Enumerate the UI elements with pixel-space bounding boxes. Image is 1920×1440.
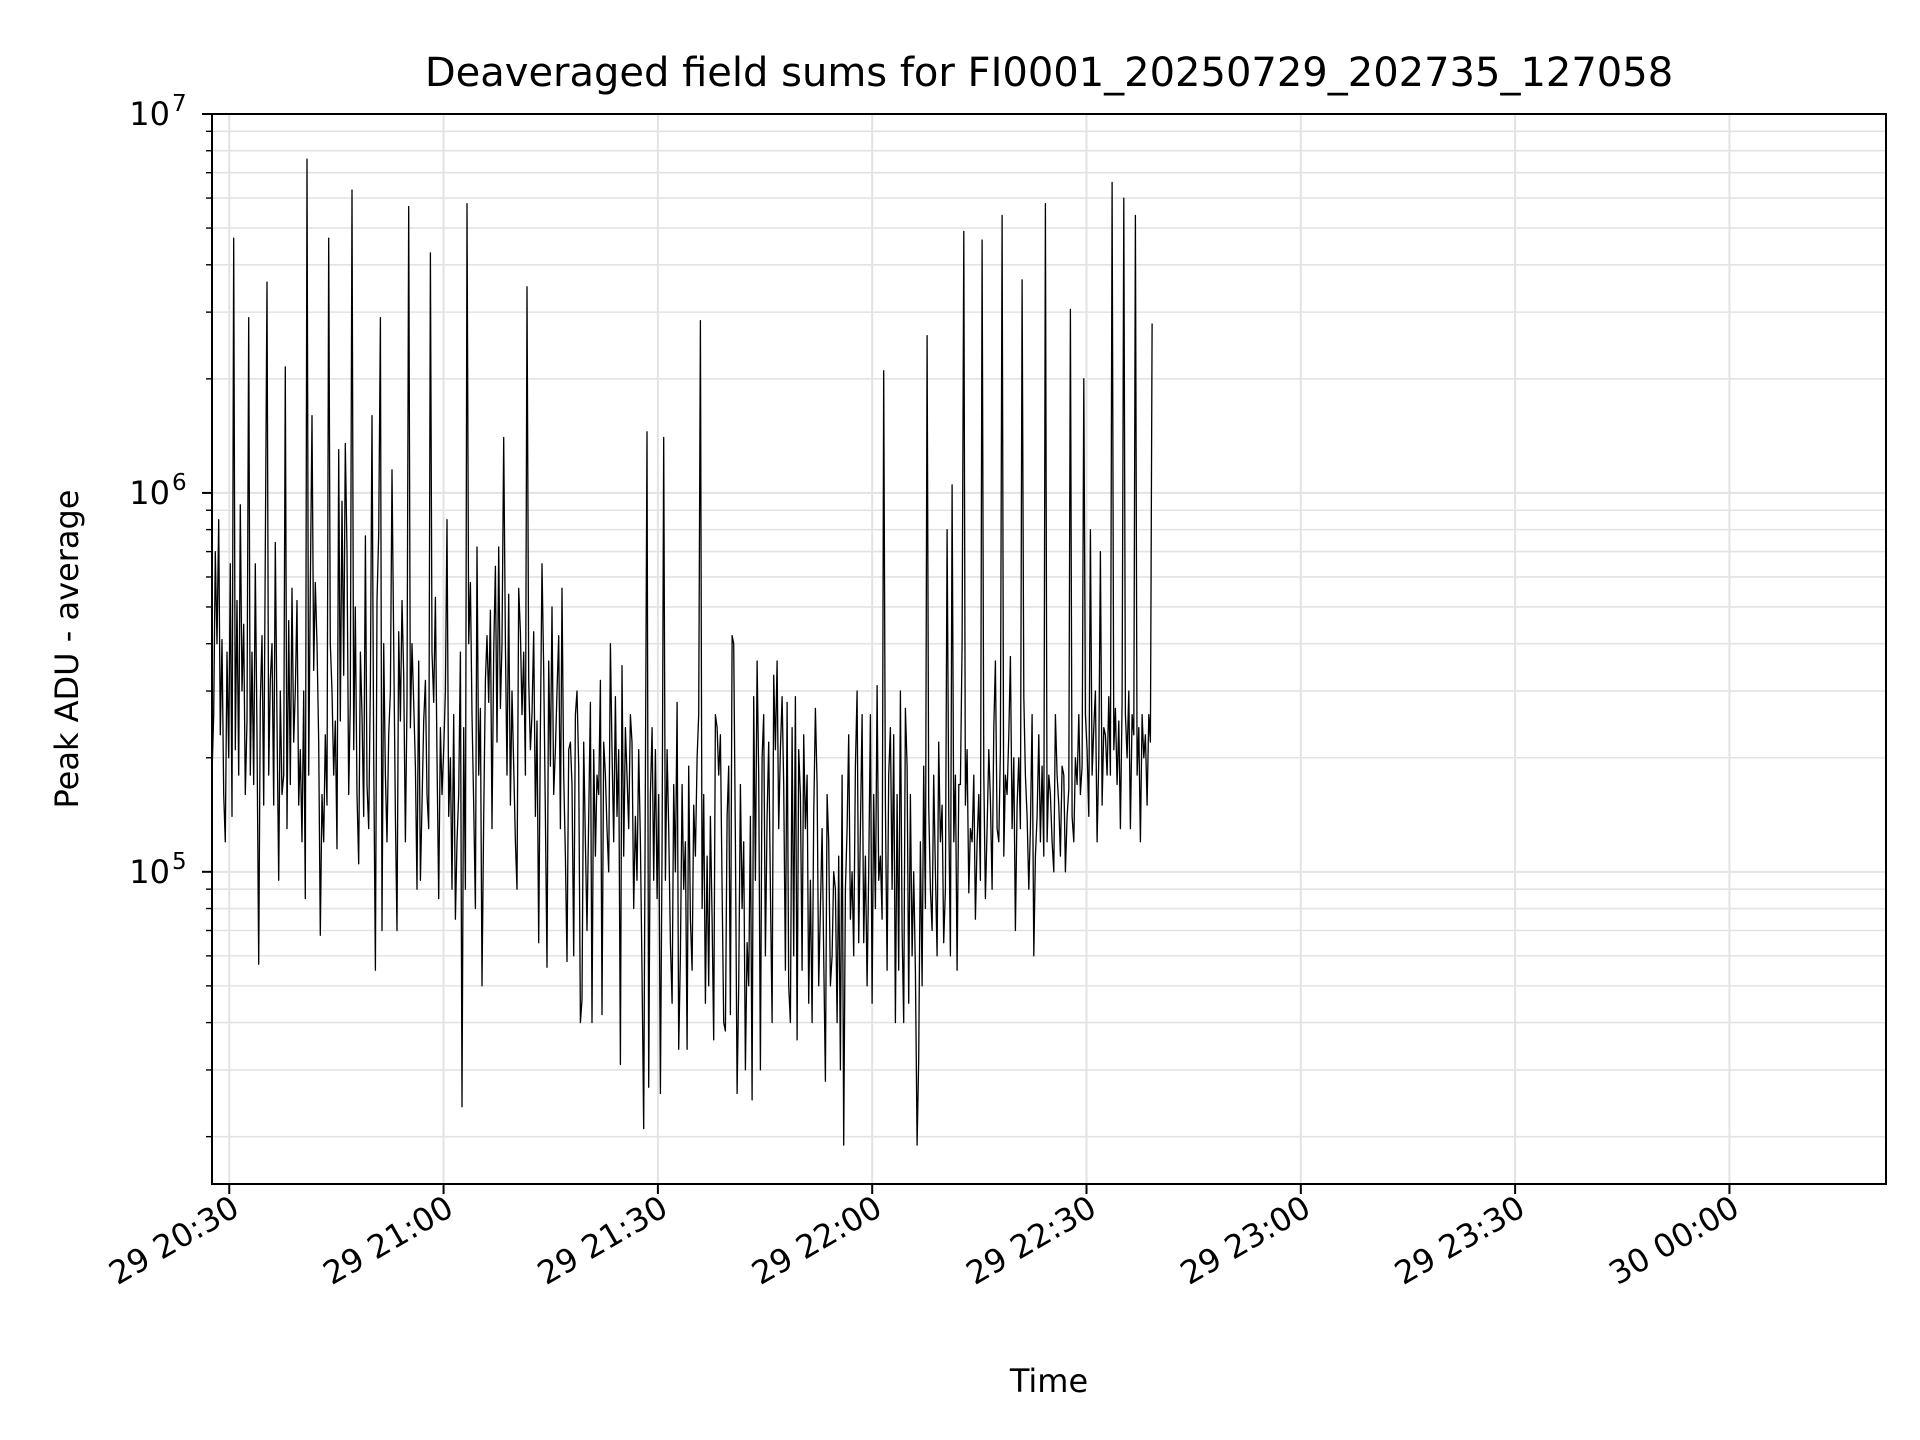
axis-ticks <box>202 113 1731 1194</box>
series-line <box>211 158 1153 1146</box>
plot-frame <box>211 113 1887 1185</box>
y-tick-exponent: 6 <box>172 470 187 496</box>
y-tick-label: 10 <box>129 474 170 512</box>
y-tick-label: 10 <box>129 853 170 891</box>
chart-title: Deaveraged field sums for FI0001_2025072… <box>425 50 1673 96</box>
y-tick-exponent: 7 <box>172 91 187 117</box>
y-tick-exponent: 5 <box>172 849 187 875</box>
x-axis-title: Time <box>1009 1362 1088 1400</box>
grid <box>212 113 1886 1184</box>
y-tick-label: 10 <box>129 95 170 133</box>
y-axis-title: Peak ADU - average <box>48 490 86 809</box>
data-series <box>211 158 1153 1146</box>
